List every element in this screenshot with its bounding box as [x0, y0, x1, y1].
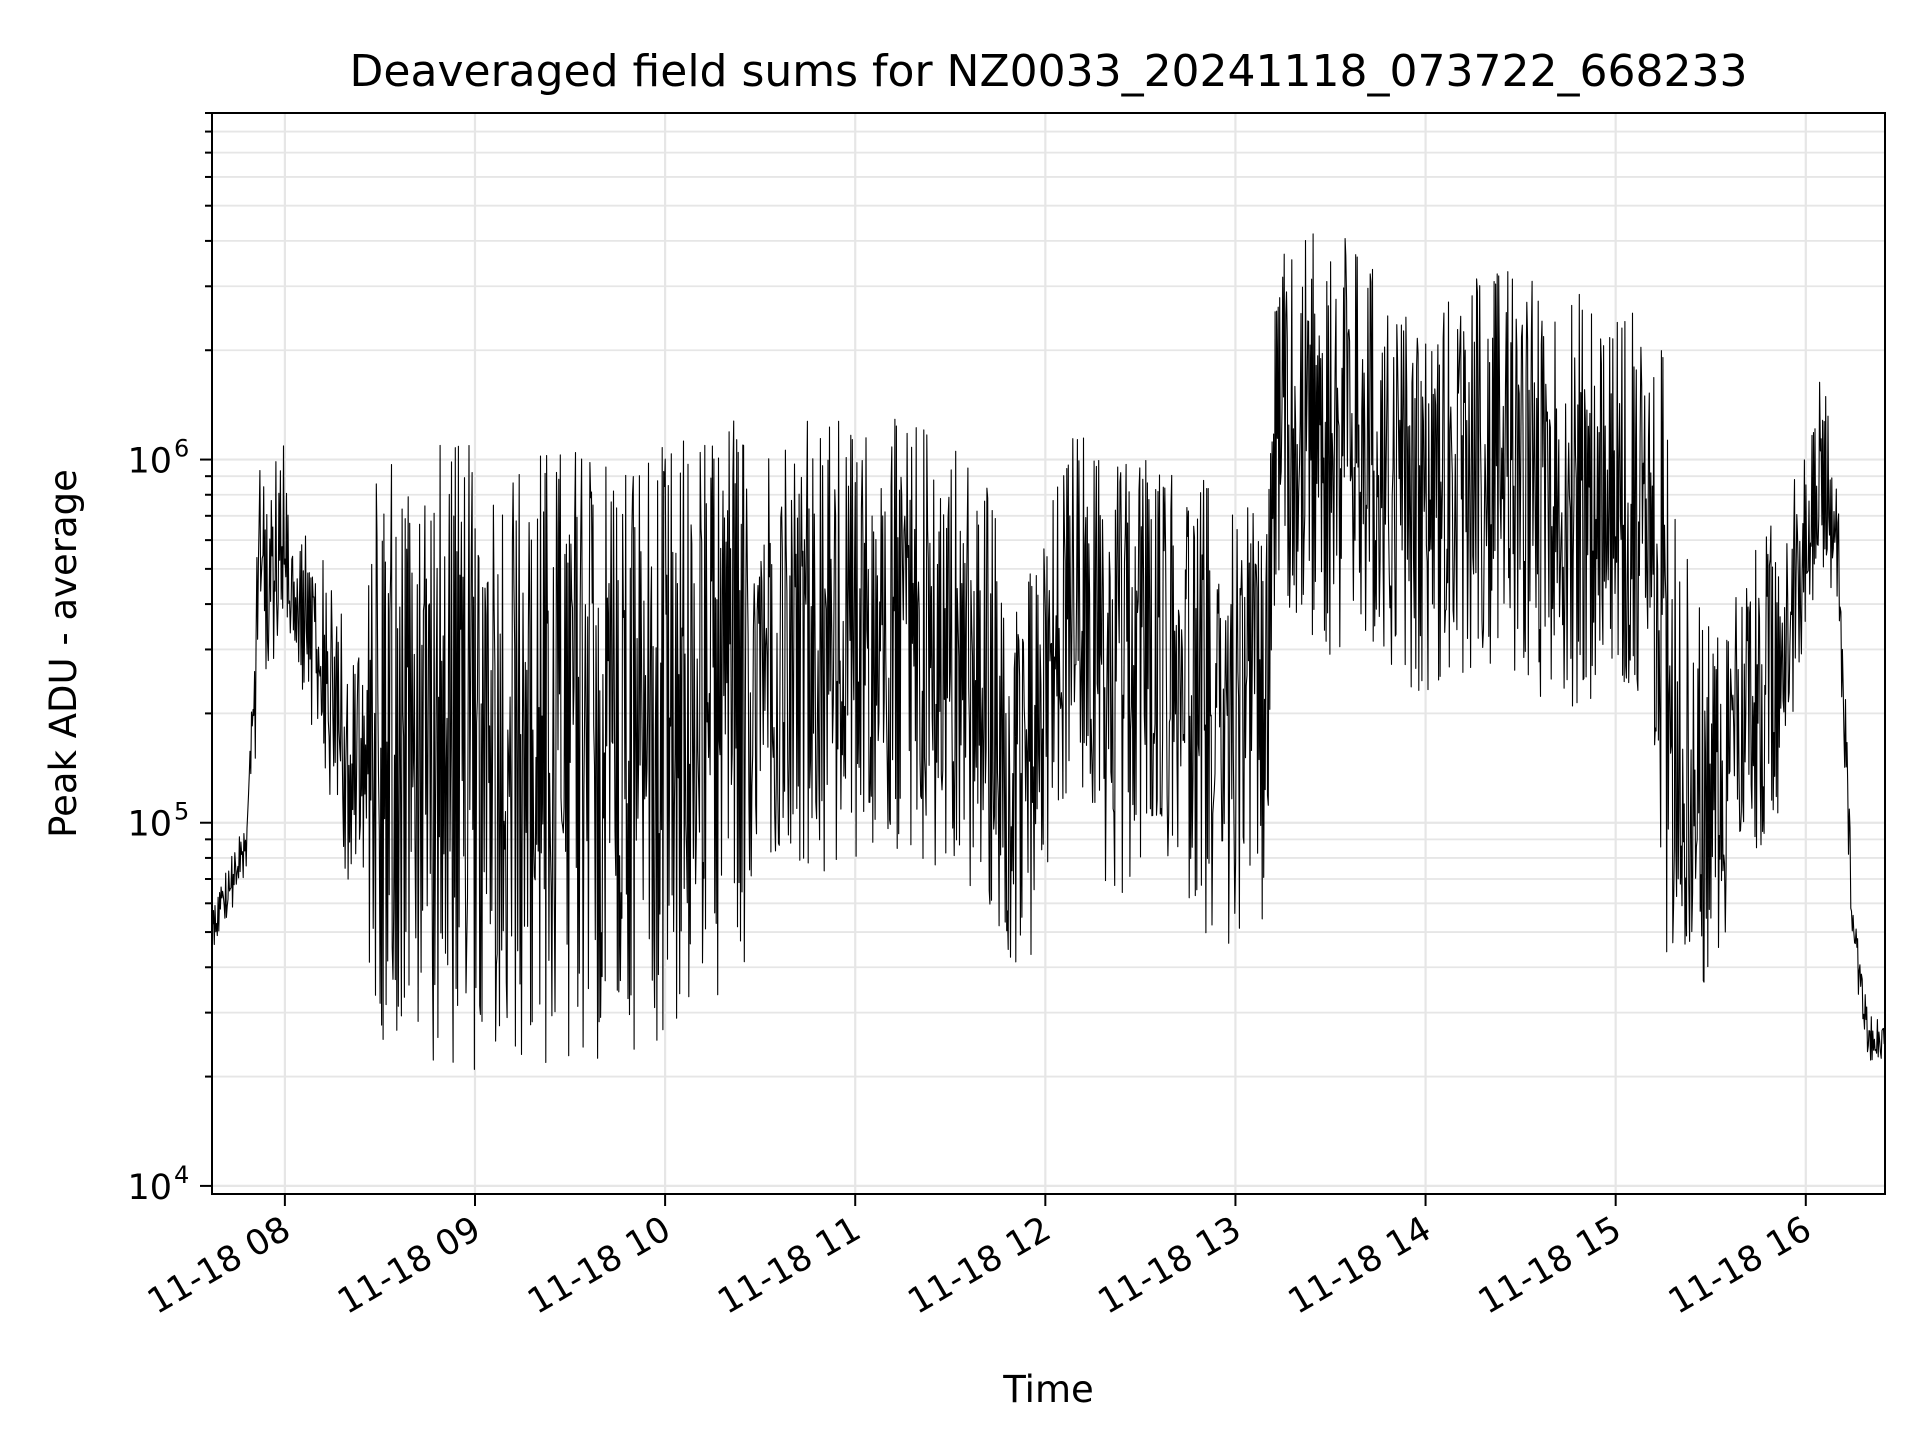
y-tick-exponent: 4 [174, 1161, 189, 1189]
series-layer [211, 233, 1886, 1070]
y-tick-exponent: 5 [174, 798, 189, 826]
chart-title: Deaveraged field sums for NZ0033_2024111… [350, 46, 1748, 97]
plot-frame [211, 112, 1886, 1195]
y-tick-exponent: 6 [174, 435, 189, 463]
x-axis-label: Time [1002, 1368, 1094, 1411]
y-tick-label: 10 [127, 1168, 172, 1208]
y-axis-label: Peak ADU - average [42, 469, 85, 838]
y-tick-label: 10 [127, 805, 172, 845]
y-tick-label: 10 [127, 442, 172, 482]
series-line-0 [211, 233, 1886, 1070]
